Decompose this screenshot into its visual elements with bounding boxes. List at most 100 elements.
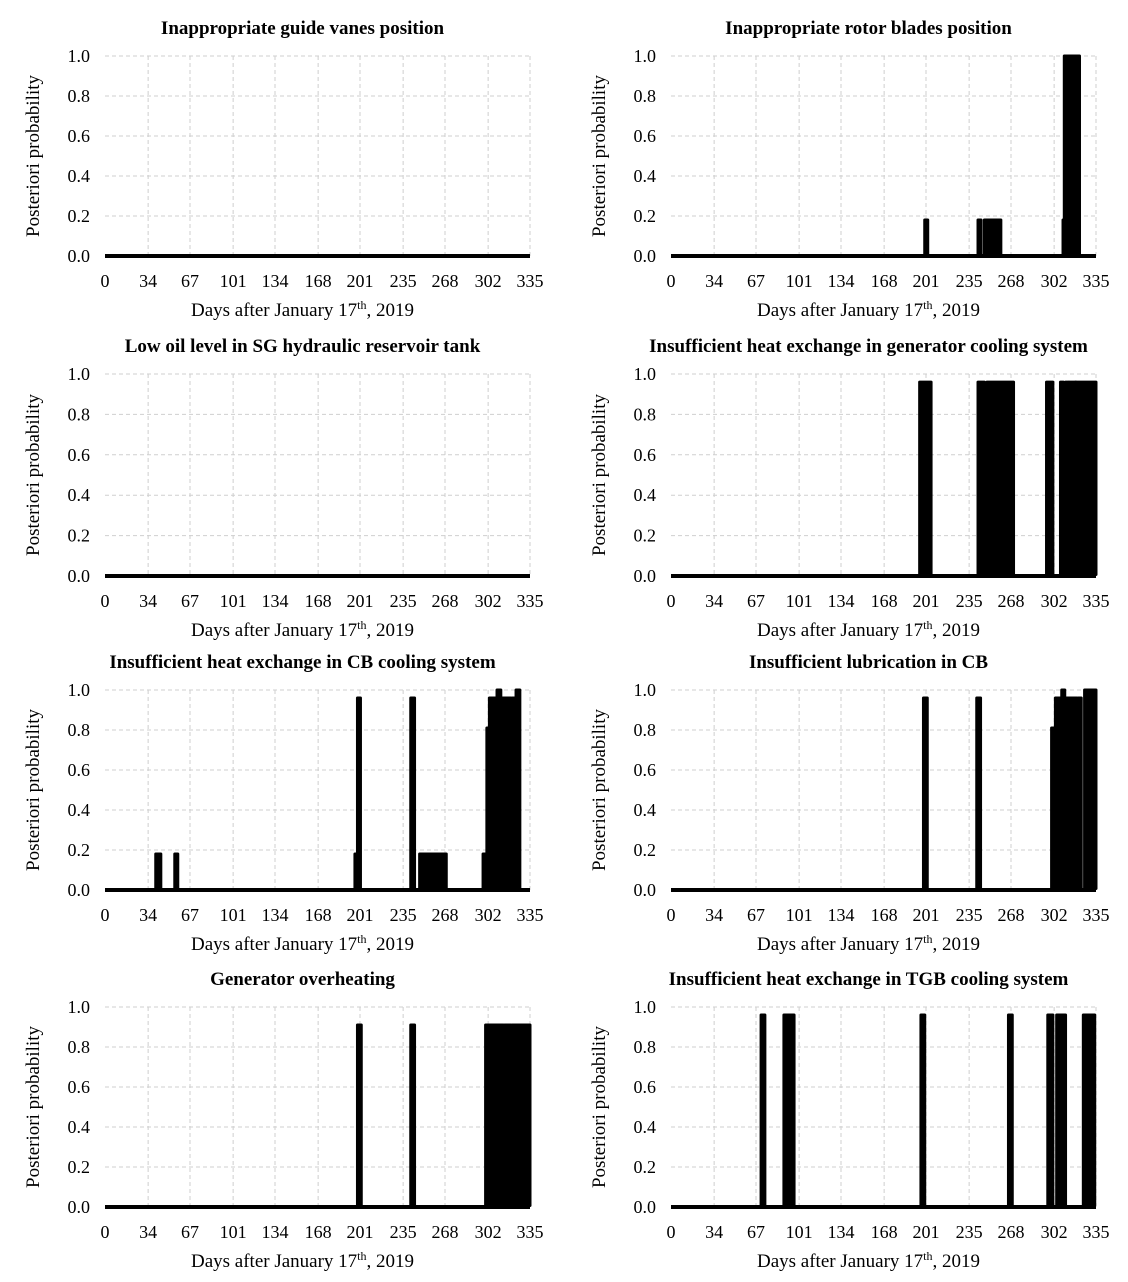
x-tick-label: 235 bbox=[390, 591, 417, 611]
chart-title: Inappropriate guide vanes position bbox=[161, 18, 445, 39]
x-tick-label: 201 bbox=[347, 271, 374, 291]
y-tick-label: 0.4 bbox=[68, 1117, 91, 1137]
x-tick-label: 302 bbox=[1041, 271, 1068, 291]
y-tick-label: 0.2 bbox=[68, 526, 91, 546]
y-tick-label: 0.0 bbox=[634, 246, 657, 266]
y-tick-label: 0.2 bbox=[68, 1157, 91, 1177]
probability-pulse bbox=[409, 1023, 417, 1207]
y-tick-label: 0.8 bbox=[68, 404, 91, 424]
x-axis-label-prefix: Days after January 17 bbox=[191, 1251, 357, 1272]
probability-pulse bbox=[759, 1013, 767, 1207]
x-tick-label: 235 bbox=[956, 905, 983, 925]
x-tick-label: 101 bbox=[220, 1222, 247, 1242]
chart-panel-2: Inappropriate rotor blades position 0.0 0.… bbox=[589, 18, 1110, 321]
x-tick-label: 67 bbox=[747, 271, 765, 291]
x-axis-label-superscript: th bbox=[357, 298, 366, 312]
probability-pulse bbox=[1066, 54, 1082, 256]
x-tick-label: 67 bbox=[747, 591, 765, 611]
x-tick-label: 235 bbox=[390, 1222, 417, 1242]
probability-pulse bbox=[355, 1023, 363, 1207]
x-tick-label: 268 bbox=[432, 1222, 459, 1242]
probability-pulse bbox=[1076, 696, 1083, 890]
chart-title: Insufficient heat exchange in CB cooling… bbox=[109, 652, 496, 673]
probability-pulse bbox=[1083, 688, 1098, 890]
x-tick-label: 235 bbox=[390, 905, 417, 925]
x-axis-label-prefix: Days after January 17 bbox=[191, 620, 357, 641]
x-tick-label: 134 bbox=[262, 1222, 289, 1242]
x-tick-label: 168 bbox=[871, 1222, 898, 1242]
x-tick-label: 134 bbox=[262, 591, 289, 611]
x-axis-label-prefix: Days after January 17 bbox=[191, 300, 357, 321]
probability-pulse bbox=[782, 1013, 796, 1207]
y-tick-label: 0.8 bbox=[634, 1037, 657, 1057]
x-tick-label: 0 bbox=[667, 271, 676, 291]
probability-pulse bbox=[976, 218, 983, 256]
y-tick-label: 0.8 bbox=[634, 404, 657, 424]
x-axis-label: Days after January 17th, 2019 bbox=[757, 932, 980, 955]
y-tick-label: 0.6 bbox=[68, 760, 91, 780]
x-axis-label-suffix: , 2019 bbox=[933, 934, 981, 955]
y-tick-label: 0.8 bbox=[634, 86, 657, 106]
probability-pulse bbox=[918, 380, 933, 576]
y-tick-label: 0.6 bbox=[68, 126, 91, 146]
x-axis-label: Days after January 17th, 2019 bbox=[757, 1249, 980, 1272]
x-tick-label: 0 bbox=[101, 271, 110, 291]
x-tick-label: 201 bbox=[913, 905, 940, 925]
y-tick-label: 0.0 bbox=[68, 880, 91, 900]
y-axis-label: Posteriori probability bbox=[589, 74, 610, 237]
x-axis-label: Days after January 17th, 2019 bbox=[757, 618, 980, 641]
y-tick-label: 0.0 bbox=[68, 246, 91, 266]
y-tick-label: 0.8 bbox=[68, 86, 91, 106]
x-tick-label: 201 bbox=[913, 1222, 940, 1242]
probability-pulse bbox=[484, 1023, 505, 1207]
x-tick-label: 101 bbox=[220, 271, 247, 291]
probability-pulse bbox=[982, 218, 1003, 256]
x-axis-label-prefix: Days after January 17 bbox=[757, 300, 923, 321]
y-axis-label: Posteriori probability bbox=[23, 1025, 44, 1188]
probability-pulse bbox=[1058, 380, 1065, 576]
x-axis-label-suffix: , 2019 bbox=[933, 300, 981, 321]
x-tick-label: 134 bbox=[262, 271, 289, 291]
x-tick-label: 0 bbox=[667, 591, 676, 611]
x-tick-label: 168 bbox=[871, 591, 898, 611]
x-tick-label: 168 bbox=[305, 905, 332, 925]
probability-pulse bbox=[1006, 1013, 1014, 1207]
x-tick-label: 67 bbox=[747, 1222, 765, 1242]
probability-pulse bbox=[1062, 696, 1079, 890]
x-axis-label: Days after January 17th, 2019 bbox=[191, 1249, 414, 1272]
y-tick-label: 1.0 bbox=[634, 364, 657, 384]
chart-panel-4: Insufficient heat exchange in generator … bbox=[589, 336, 1110, 641]
x-tick-label: 67 bbox=[181, 591, 199, 611]
x-tick-label: 67 bbox=[747, 905, 765, 925]
y-tick-label: 0.0 bbox=[634, 566, 657, 586]
x-axis-label-prefix: Days after January 17 bbox=[757, 620, 923, 641]
x-axis-label-suffix: , 2019 bbox=[367, 1251, 415, 1272]
x-tick-label: 67 bbox=[181, 1222, 199, 1242]
x-tick-label: 0 bbox=[101, 905, 110, 925]
x-tick-label: 201 bbox=[347, 905, 374, 925]
y-axis-label: Posteriori probability bbox=[23, 74, 44, 237]
x-axis-label-prefix: Days after January 17 bbox=[757, 934, 923, 955]
x-tick-label: 235 bbox=[390, 271, 417, 291]
y-tick-label: 0.4 bbox=[634, 1117, 657, 1137]
x-tick-label: 34 bbox=[139, 1222, 157, 1242]
x-tick-label: 134 bbox=[828, 591, 855, 611]
probability-pulse bbox=[921, 696, 929, 890]
x-tick-label: 34 bbox=[705, 271, 723, 291]
x-tick-label: 302 bbox=[475, 591, 502, 611]
x-axis-label-superscript: th bbox=[357, 1249, 366, 1263]
x-tick-label: 168 bbox=[305, 591, 332, 611]
x-tick-label: 201 bbox=[913, 591, 940, 611]
y-axis-label: Posteriori probability bbox=[23, 708, 44, 871]
x-tick-label: 235 bbox=[956, 1222, 983, 1242]
x-tick-label: 0 bbox=[667, 1222, 676, 1242]
probability-pulse bbox=[510, 1023, 532, 1207]
y-tick-label: 0.2 bbox=[634, 206, 657, 226]
x-tick-label: 34 bbox=[139, 591, 157, 611]
x-tick-label: 268 bbox=[432, 271, 459, 291]
y-tick-label: 0.6 bbox=[634, 1077, 657, 1097]
y-tick-label: 1.0 bbox=[634, 997, 657, 1017]
x-tick-label: 268 bbox=[998, 1222, 1025, 1242]
probability-pulse bbox=[173, 852, 180, 890]
